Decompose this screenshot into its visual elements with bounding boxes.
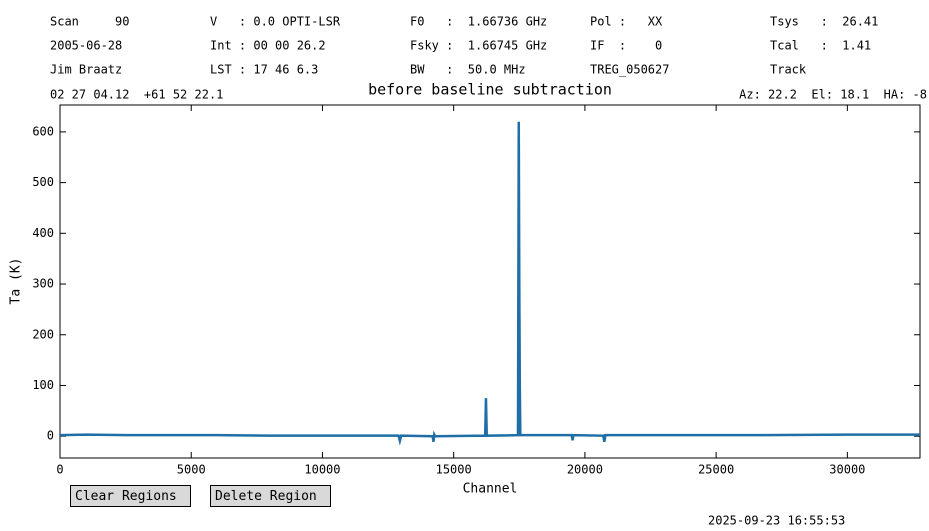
header-field: Tsys : 26.41 [770,15,878,29]
x-tick-label: 15000 [436,463,472,477]
pointing: Az: 22.2 El: 18.1 HA: -8 [739,88,927,102]
plot-frame [59,104,921,459]
header-field: Jim Braatz [50,63,122,77]
x-tick-label: 10000 [304,463,340,477]
y-tick-label: 200 [32,327,54,341]
y-axis-label: Ta (K) [9,258,24,305]
x-tick-label: 5000 [177,463,206,477]
y-tick-label: 600 [32,124,54,138]
source-position: 02 27 04.12 +61 52 22.1 [50,88,223,102]
header-field: IF : 0 [590,39,662,53]
y-tick-label: 300 [32,277,54,291]
x-tick-label: 0 [56,463,63,477]
button[interactable]: Delete Region [210,485,331,507]
x-tick-label: 20000 [567,463,603,477]
y-tick-label: 400 [32,226,54,240]
y-tick-label: 0 [47,429,54,443]
header-field: Fsky : 1.66745 GHz [410,39,547,53]
header-field: Scan 90 [50,15,129,29]
header-field: LST : 17 46 6.3 [210,63,318,77]
header-field: Pol : XX [590,15,663,29]
header-field: Track [770,63,807,77]
header-field: 2005-06-28 [50,39,122,53]
y-tick-label: 100 [32,378,54,392]
y-tick-label: 500 [32,175,54,189]
header-field: Int : 00 00 26.2 [210,39,326,53]
spectrum-line [59,121,920,446]
header-field: F0 : 1.66736 GHz [410,15,547,29]
x-tick-label: 25000 [698,463,734,477]
button[interactable]: Clear Regions [70,485,191,507]
x-tick-label: 30000 [829,463,865,477]
header-field: TREG_050627 [590,63,669,77]
header-field: Tcal : 1.41 [770,39,871,53]
chart-title: before baseline subtraction [368,81,612,99]
x-axis-label: Channel [463,482,518,497]
header-field: BW : 50.0 MHz [410,63,526,77]
timestamp: 2025-09-23 16:55:53 [708,514,845,528]
header-field: V : 0.0 OPTI-LSR [210,15,341,29]
